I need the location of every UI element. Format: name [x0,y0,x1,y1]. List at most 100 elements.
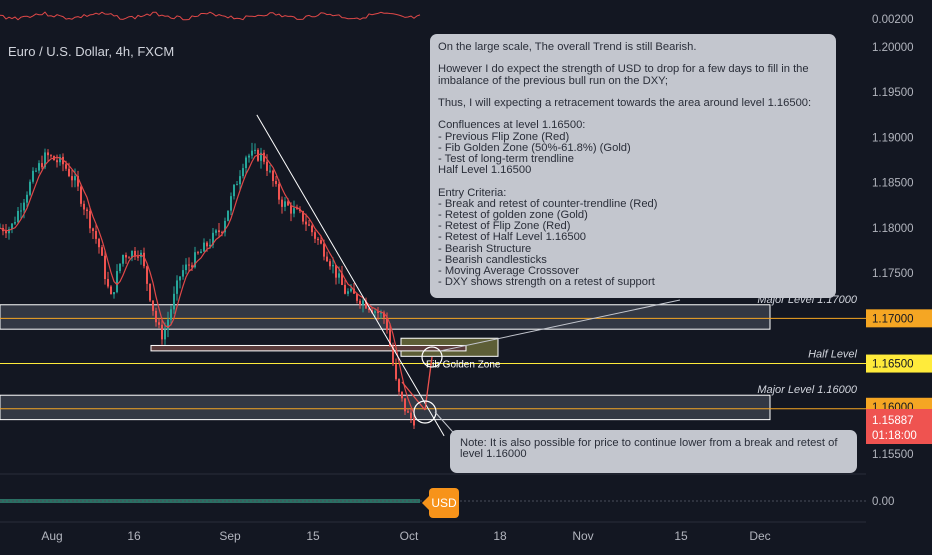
candle-body [314,232,316,239]
candle-body [401,391,403,399]
candle-body [47,152,49,156]
price-tick: 1.15500 [872,449,914,461]
top-oscillator [0,11,421,21]
candle-body [164,329,166,340]
price-tick: 1.18500 [872,178,914,190]
candle-body [260,152,262,161]
time-tick: Nov [572,529,593,543]
candle-body [56,160,58,163]
candle-body [146,266,148,284]
candle-body [173,293,175,310]
candle-body [17,210,19,223]
countdown: 01:18:00 [872,430,917,442]
candle-body [182,270,184,277]
candle-body [221,232,223,234]
candle-body [407,411,409,413]
candle-body [245,157,247,169]
instrument-title: Euro / U.S. Dollar, 4h, FXCM [8,44,175,59]
candle-body [341,273,343,285]
candle-body [233,184,235,197]
zones-layer [0,304,771,421]
price-label-16500-box [866,354,932,373]
candle-body [338,273,340,278]
candle-body [185,264,187,271]
candle-body [212,232,214,245]
candle-body [392,346,394,365]
time-tick: 15 [306,529,320,543]
candle-body [263,152,265,162]
candle-body [29,181,31,195]
candle-body [134,250,136,257]
candle-body [413,418,415,426]
analysis-note[interactable]: On the large scale, The overall Trend is… [430,34,836,298]
price-tick: 1.17500 [872,268,914,280]
candle-body [209,244,211,247]
time-tick: 18 [493,529,507,543]
candle-body [83,203,85,210]
candle-body [296,208,298,210]
candle-body [203,242,205,252]
candle-body [14,222,16,224]
candle-body [350,288,352,292]
price-tick: 1.20000 [872,42,914,54]
candle-body [152,300,154,311]
candle-body [251,150,253,156]
candle-body [293,208,295,214]
candle-body [8,229,10,234]
label-fib-zone: Fib Golden Zone [426,360,501,371]
candle-body [335,265,337,278]
candle-body [329,261,331,267]
candle-body [227,210,229,221]
candle-body [113,292,115,295]
top-indicator-label: 0.00200 [872,14,914,26]
candle-body [398,379,400,392]
candle-body [59,156,61,163]
candle-body [272,170,274,182]
candle-body [206,242,208,247]
candle-body [35,170,37,172]
candle-body [98,238,100,248]
candle-body [323,243,325,257]
candle-body [143,252,145,267]
candle-body [110,286,112,295]
secondary-note[interactable]: Note: It is also possible for price to c… [450,430,857,473]
candle-body [284,201,286,207]
candle-body [215,230,217,233]
candles-layer [0,142,415,429]
candle-body [368,308,370,311]
candle-body [305,221,307,225]
candle-body [26,194,28,203]
zone-major [0,394,771,421]
candle-body [194,252,196,268]
moving-average-line [0,153,415,414]
candle-body [149,283,151,301]
bottom-indicator-label: 0.00 [872,496,894,508]
candle-body [332,265,334,267]
candle-body [116,271,118,293]
candle-body [95,230,97,239]
candle-body [77,176,79,187]
price-tick: 1.19000 [872,132,914,144]
time-tick: 16 [127,529,141,543]
candle-body [101,247,103,256]
candle-body [107,279,109,287]
candle-body [326,256,328,262]
candle-body [155,310,157,323]
candle-body [23,202,25,211]
candle-body [104,255,106,280]
candle-body [347,291,349,294]
candle-body [32,170,34,182]
candle-body [92,228,94,231]
candle-body [122,254,124,264]
candle-body [380,312,382,314]
current-price-box [866,409,932,444]
callout-line-1 [439,299,681,352]
drawings-layer [256,114,681,441]
candle-body [239,176,241,185]
candle-body [11,223,13,230]
candle-body [200,251,202,254]
price-tick: 1.18000 [872,223,914,235]
candle-body [5,231,7,234]
